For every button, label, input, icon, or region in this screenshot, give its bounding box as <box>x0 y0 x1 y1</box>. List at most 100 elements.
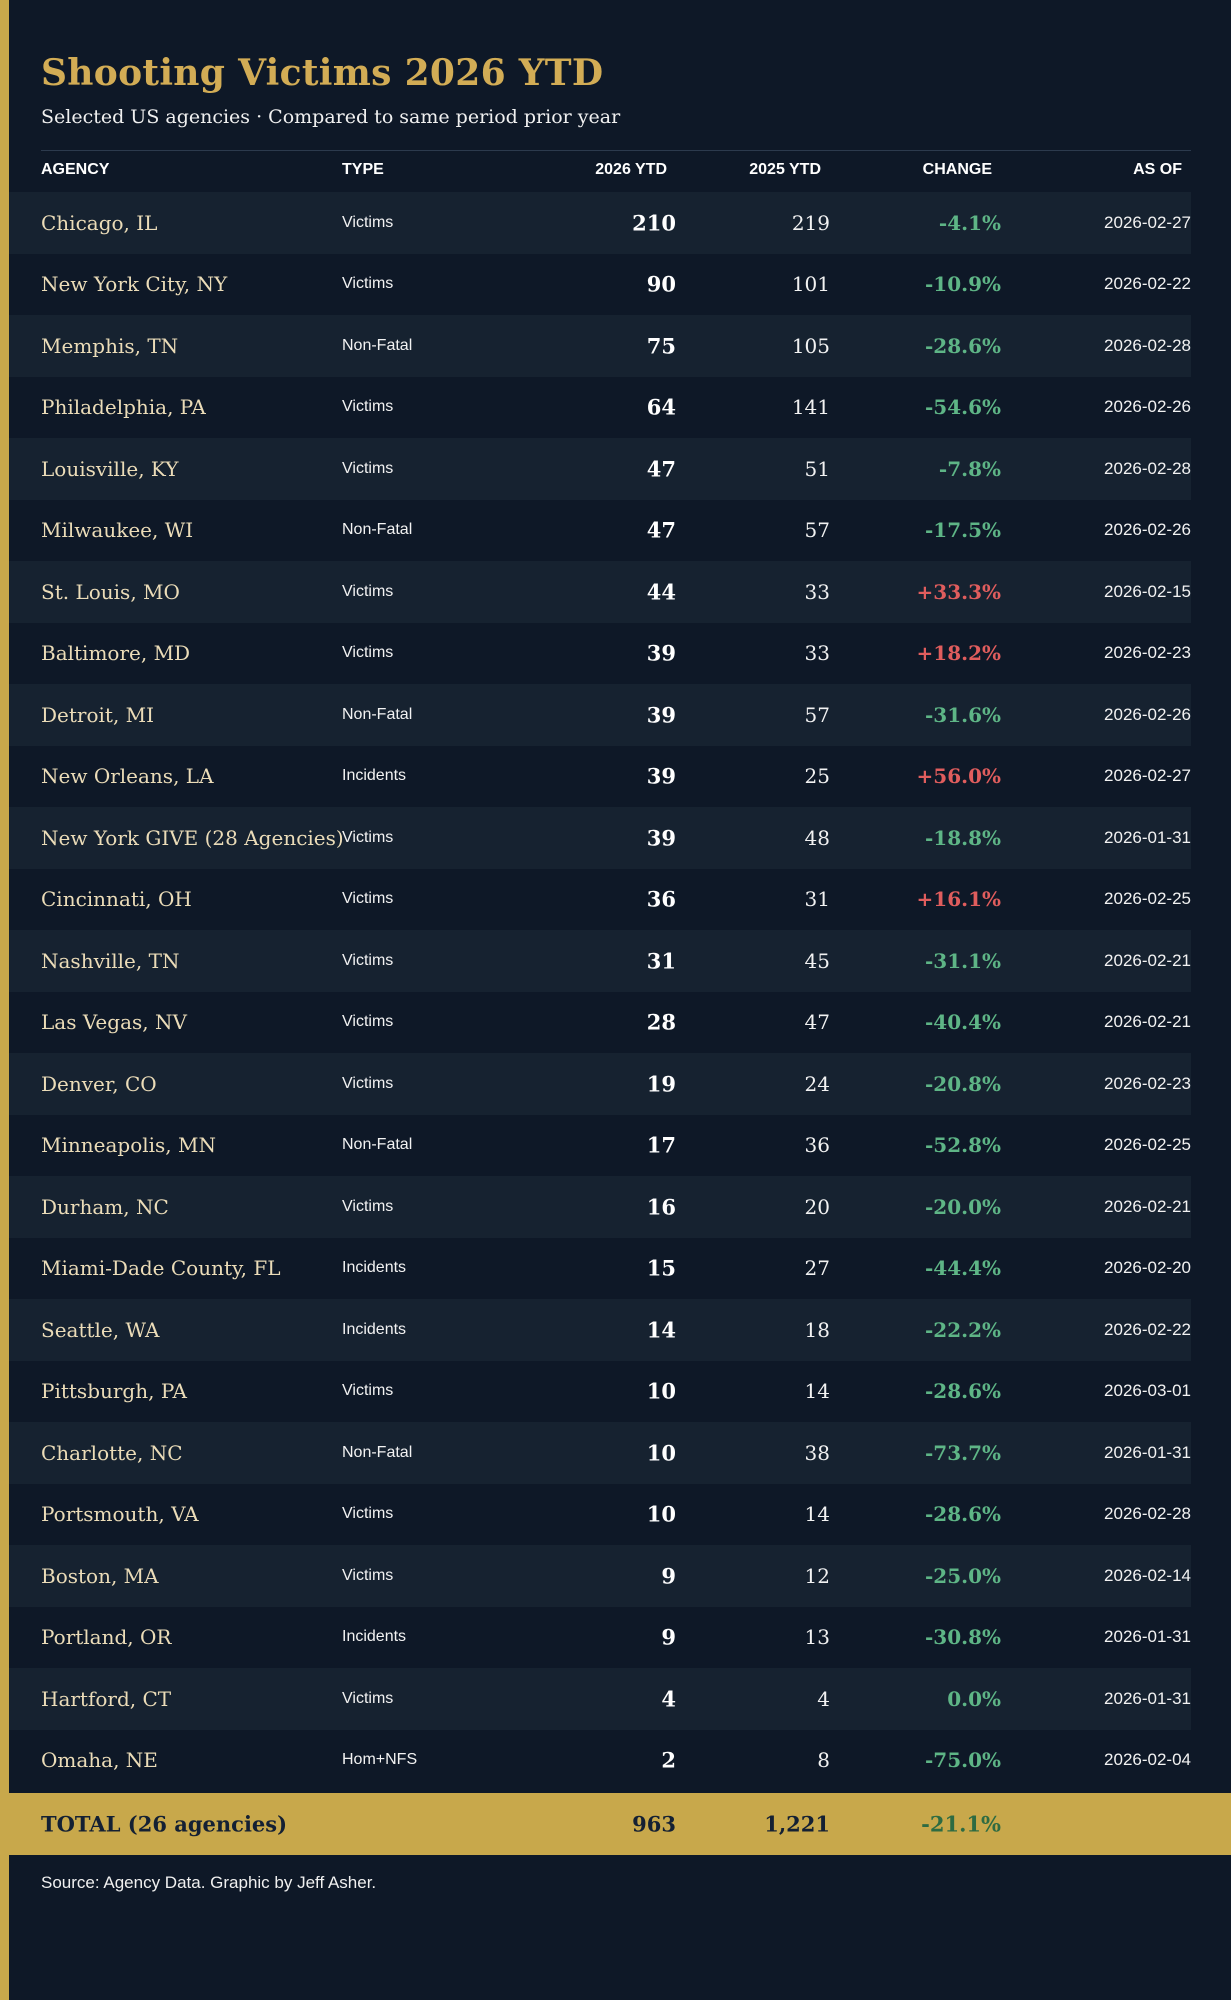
cell-2025-ytd: 38 <box>804 1440 830 1465</box>
cell-2026-ytd: 39 <box>646 640 676 666</box>
cell-2026-ytd: 2 <box>661 1747 676 1773</box>
table-row: Memphis, TN Non-Fatal 75 105 -28.6% 2026-02-2… <box>9 315 1191 377</box>
cell-change: -73.7% <box>924 1440 1001 1465</box>
cell-2025-ytd: 18 <box>804 1317 830 1342</box>
cell-type: Non-Fatal <box>342 1443 413 1461</box>
cell-type: Victims <box>342 644 394 662</box>
cell-as-of: 2026-02-27 <box>1104 212 1191 232</box>
cell-as-of: 2026-01-31 <box>1104 1627 1191 1647</box>
cell-type: Hom+NFS <box>342 1751 418 1769</box>
cell-agency: Las Vegas, NV <box>41 1010 187 1035</box>
cell-type: Victims <box>342 1689 394 1707</box>
table-row: Omaha, NE Hom+NFS 2 8 -75.0% 2026-02-04 <box>9 1729 1191 1791</box>
column-header-type: TYPE <box>342 161 384 178</box>
cell-2025-ytd: 27 <box>804 1256 830 1281</box>
cell-change: +56.0% <box>916 764 1001 789</box>
cell-type: Victims <box>342 398 394 416</box>
cell-as-of: 2026-02-27 <box>1104 766 1191 786</box>
cell-agency: Hartford, CT <box>41 1686 172 1711</box>
table-row: Hartford, CT Victims 4 4 0.0% 2026-01-31 <box>9 1668 1191 1730</box>
cell-as-of: 2026-02-28 <box>1104 458 1191 478</box>
cell-change: -18.8% <box>924 825 1001 850</box>
cell-as-of: 2026-02-26 <box>1104 397 1191 417</box>
cell-2025-ytd: 57 <box>804 518 830 543</box>
cell-2026-ytd: 10 <box>646 1378 676 1404</box>
cell-2026-ytd: 9 <box>661 1624 676 1650</box>
page-title: Shooting Victims 2026 YTD <box>41 52 604 94</box>
cell-as-of: 2026-02-20 <box>1104 1258 1191 1278</box>
table-body: Chicago, IL Victims 210 219 -4.1% 2026-02-27 N… <box>9 192 1191 1791</box>
cell-change: -44.4% <box>924 1256 1001 1281</box>
column-header-2026-ytd: 2026 YTD <box>595 161 667 178</box>
cell-change: -54.6% <box>924 395 1001 420</box>
table-row: Baltimore, MD Victims 39 33 +18.2% 2026-02-23 <box>9 622 1191 684</box>
cell-2025-ytd: 25 <box>804 764 830 789</box>
cell-change: -31.6% <box>924 702 1001 727</box>
total-2026-ytd: 963 <box>632 1811 676 1837</box>
cell-change: -17.5% <box>924 518 1001 543</box>
cell-as-of: 2026-02-26 <box>1104 520 1191 540</box>
cell-change: -7.8% <box>938 456 1001 481</box>
total-2025-ytd: 1,221 <box>764 1811 830 1837</box>
cell-2025-ytd: 13 <box>804 1625 830 1650</box>
cell-agency: Seattle, WA <box>41 1317 160 1342</box>
table-header: AGENCY 2026 YTD TYPE 2025 YTD CHANGE AS … <box>0 151 1191 191</box>
table-row: Louisville, KY Victims 47 51 -7.8% 2026-02-28 <box>9 438 1191 500</box>
cell-agency: St. Louis, MO <box>41 579 180 604</box>
cell-agency: Chicago, IL <box>41 210 158 235</box>
cell-2025-ytd: 47 <box>804 1010 830 1035</box>
cell-as-of: 2026-01-31 <box>1104 1442 1191 1462</box>
cell-2026-ytd: 44 <box>646 579 676 605</box>
cell-agency: Portland, OR <box>41 1625 172 1650</box>
cell-agency: Omaha, NE <box>41 1748 158 1773</box>
cell-agency: Milwaukee, WI <box>41 518 194 543</box>
cell-type: Victims <box>342 1505 394 1523</box>
table-row: Philadelphia, PA Victims 64 141 -54.6% 2026-0… <box>9 376 1191 438</box>
cell-2026-ytd: 90 <box>646 271 676 297</box>
cell-type: Victims <box>342 1013 394 1031</box>
cell-type: Victims <box>342 1074 394 1092</box>
cell-as-of: 2026-01-31 <box>1104 827 1191 847</box>
cell-as-of: 2026-01-31 <box>1104 1688 1191 1708</box>
cell-agency: Boston, MA <box>41 1563 159 1588</box>
cell-change: -28.6% <box>924 333 1001 358</box>
cell-type: Victims <box>342 890 394 908</box>
cell-change: +18.2% <box>916 641 1001 666</box>
cell-as-of: 2026-03-01 <box>1104 1381 1191 1401</box>
cell-change: -20.0% <box>924 1194 1001 1219</box>
total-change: -21.1% <box>921 1811 1001 1837</box>
cell-type: Incidents <box>342 1320 407 1338</box>
column-header-2025-ytd: 2025 YTD <box>749 161 821 178</box>
cell-agency: New York GIVE (28 Agencies) <box>41 825 344 850</box>
column-header-agency: AGENCY <box>41 161 110 178</box>
cell-agency: New York City, NY <box>41 272 228 297</box>
column-header-change: CHANGE <box>922 161 992 178</box>
header-divider <box>41 150 1191 151</box>
cell-agency: Detroit, MI <box>41 702 155 727</box>
cell-change: -52.8% <box>924 1133 1001 1158</box>
table-row: Boston, MA Victims 9 12 -25.0% 2026-02-14 <box>9 1545 1191 1607</box>
cell-2026-ytd: 9 <box>661 1563 676 1589</box>
cell-as-of: 2026-02-23 <box>1104 1073 1191 1093</box>
table-row: New Orleans, LA Incidents 39 25 +56.0% 2026-0… <box>9 745 1191 807</box>
cell-2026-ytd: 16 <box>646 1194 676 1220</box>
cell-2026-ytd: 39 <box>646 702 676 728</box>
table-row: Las Vegas, NV Victims 28 47 -40.4% 2026-02-21 <box>9 991 1191 1053</box>
cell-as-of: 2026-02-22 <box>1104 274 1191 294</box>
cell-type: Victims <box>342 1566 394 1584</box>
cell-agency: Portsmouth, VA <box>41 1502 199 1527</box>
cell-change: -28.6% <box>924 1502 1001 1527</box>
cell-2025-ytd: 14 <box>804 1379 830 1404</box>
table-row: Portsmouth, VA Victims 10 14 -28.6% 2026-02-2… <box>9 1483 1191 1545</box>
cell-type: Incidents <box>342 1259 407 1277</box>
cell-2025-ytd: 12 <box>804 1563 830 1588</box>
table-row: Detroit, MI Non-Fatal 39 57 -31.6% 2026-02-26 <box>9 684 1191 746</box>
table-row: Denver, CO Victims 19 24 -20.8% 2026-02-23 <box>9 1053 1191 1115</box>
cell-change: -22.2% <box>924 1317 1001 1342</box>
cell-agency: Durham, NC <box>41 1194 169 1219</box>
cell-change: -75.0% <box>924 1748 1001 1773</box>
cell-agency: Miami-Dade County, FL <box>41 1256 281 1281</box>
cell-change: +33.3% <box>916 579 1001 604</box>
cell-agency: Louisville, KY <box>41 456 179 481</box>
cell-type: Victims <box>342 582 394 600</box>
